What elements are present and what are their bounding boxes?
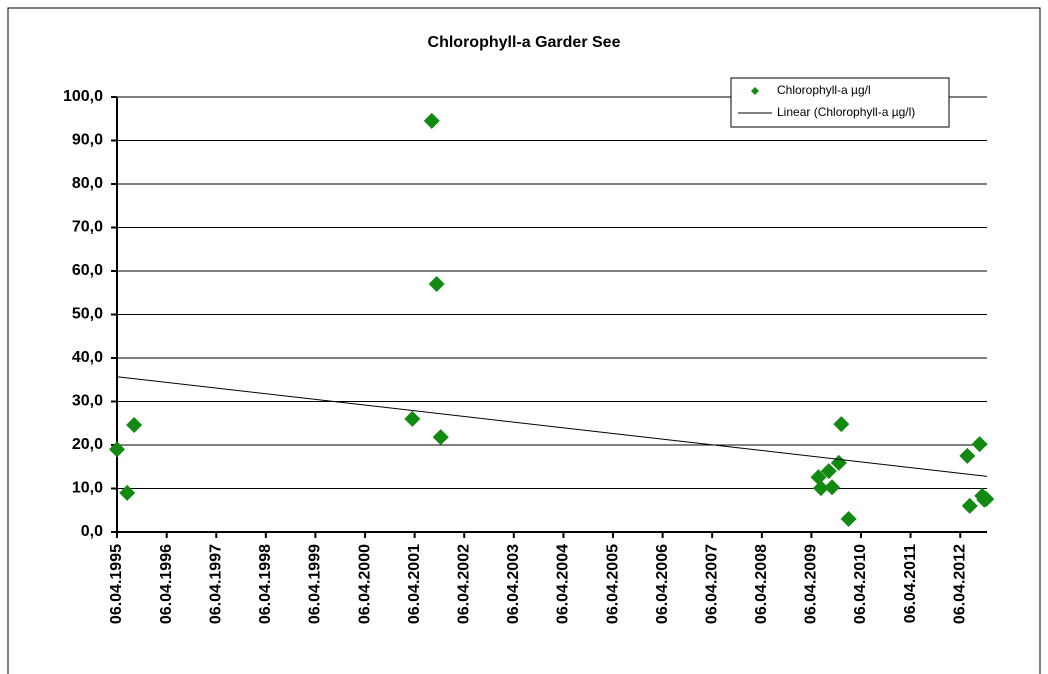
chart-frame <box>7 7 1041 674</box>
data-point <box>971 436 988 453</box>
data-point <box>840 510 857 527</box>
x-tick-label: 06.04.2007 <box>703 544 720 624</box>
x-tick-label: 06.04.1996 <box>158 544 175 624</box>
y-tick-label: 20,0 <box>72 436 103 453</box>
y-tick-label: 90,0 <box>72 132 103 149</box>
x-tick-label: 06.04.2011 <box>902 544 919 623</box>
data-point <box>978 490 995 507</box>
y-tick-label: 70,0 <box>72 219 103 236</box>
y-tick-label: 40,0 <box>72 349 103 366</box>
x-tick-label: 06.04.2012 <box>951 544 968 624</box>
x-tick-label: 06.04.2000 <box>356 544 373 624</box>
x-tick-label: 06.04.2010 <box>852 544 869 624</box>
x-tick-label: 06.04.1997 <box>207 544 224 624</box>
data-point <box>126 416 143 433</box>
data-point <box>404 410 421 427</box>
x-tick-label: 06.04.2006 <box>654 544 671 624</box>
data-point <box>109 441 125 458</box>
legend-box <box>730 77 950 128</box>
data-point <box>961 497 978 514</box>
x-tick-label: 06.04.1995 <box>108 544 125 624</box>
y-tick-label: 80,0 <box>72 175 103 192</box>
x-tick-label: 06.04.2001 <box>406 544 423 624</box>
data-point <box>812 480 829 497</box>
legend-marker <box>751 87 759 95</box>
data-point <box>119 484 136 501</box>
x-tick-label: 06.04.1999 <box>307 544 324 624</box>
data-point <box>423 112 440 129</box>
trendline <box>116 376 988 477</box>
x-tick-label: 06.04.2005 <box>604 544 621 624</box>
x-tick-label: 06.04.2008 <box>753 544 770 624</box>
chart-title: Chlorophyll-a Garder See <box>428 34 621 51</box>
data-point <box>820 463 837 480</box>
y-tick-label: 10,0 <box>72 480 103 497</box>
data-point <box>810 469 827 486</box>
data-point <box>432 429 449 446</box>
y-tick-label: 0,0 <box>81 523 103 540</box>
x-tick-label: 06.04.2002 <box>455 544 472 624</box>
legend-label: Linear (Chlorophyll-a µg/l) <box>777 105 915 119</box>
y-tick-label: 100,0 <box>63 88 103 105</box>
legend-label: Chlorophyll-a µg/l <box>777 83 871 97</box>
x-tick-label: 06.04.1998 <box>257 544 274 624</box>
y-tick-label: 30,0 <box>72 393 103 410</box>
y-tick-label: 50,0 <box>72 306 103 323</box>
data-point <box>833 416 850 433</box>
data-point <box>959 447 976 464</box>
data-point <box>428 276 445 293</box>
x-tick-label: 06.04.2004 <box>555 544 572 624</box>
x-tick-label: 06.04.2003 <box>505 544 522 624</box>
x-tick-label: 06.04.2009 <box>803 544 820 624</box>
data-point <box>824 479 841 496</box>
y-tick-label: 60,0 <box>72 262 103 279</box>
